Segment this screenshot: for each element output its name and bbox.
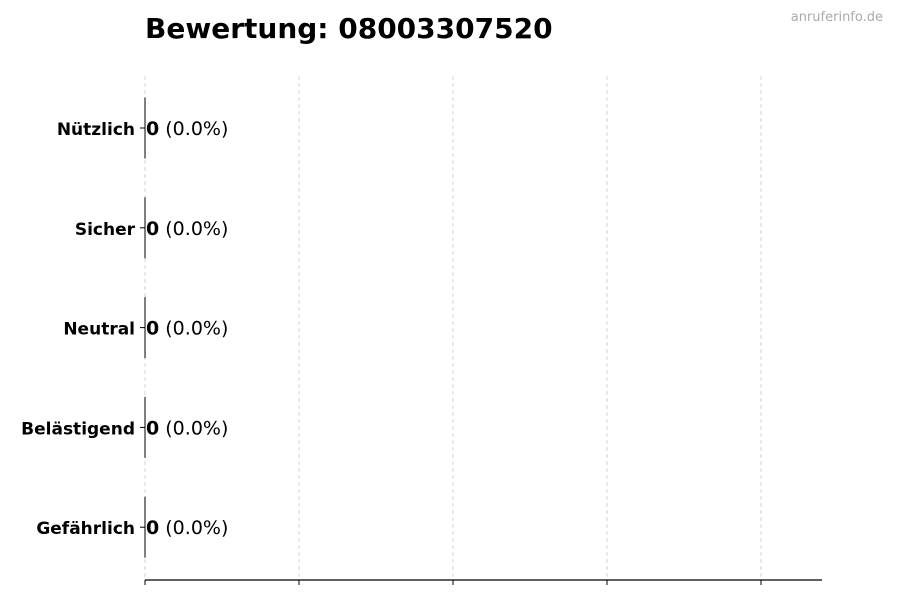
y-tick-label: Nützlich — [57, 120, 135, 140]
y-tick-label: Neutral — [63, 320, 135, 340]
percent-label: (0.0%) — [159, 517, 228, 539]
percent-label: (0.0%) — [159, 417, 228, 439]
y-tick-label: Gefährlich — [36, 519, 135, 539]
percent-label: (0.0%) — [159, 218, 228, 240]
data-label: 0 (0.0%) — [146, 118, 228, 140]
percent-label: (0.0%) — [159, 318, 228, 340]
value-label: 0 — [146, 118, 159, 140]
y-tick-label: Belästigend — [21, 419, 135, 439]
watermark: anruferinfo.de — [790, 10, 883, 25]
data-label: 0 (0.0%) — [146, 417, 228, 439]
data-label: 0 (0.0%) — [146, 318, 228, 340]
percent-label: (0.0%) — [159, 118, 228, 140]
data-label: 0 (0.0%) — [146, 517, 228, 539]
value-label: 0 — [146, 417, 159, 439]
value-label: 0 — [146, 318, 159, 340]
chart-title: Bewertung: 08003307520 — [145, 12, 553, 45]
data-label: 0 (0.0%) — [146, 218, 228, 240]
value-label: 0 — [146, 218, 159, 240]
value-label: 0 — [146, 517, 159, 539]
y-tick-label: Sicher — [75, 220, 136, 240]
